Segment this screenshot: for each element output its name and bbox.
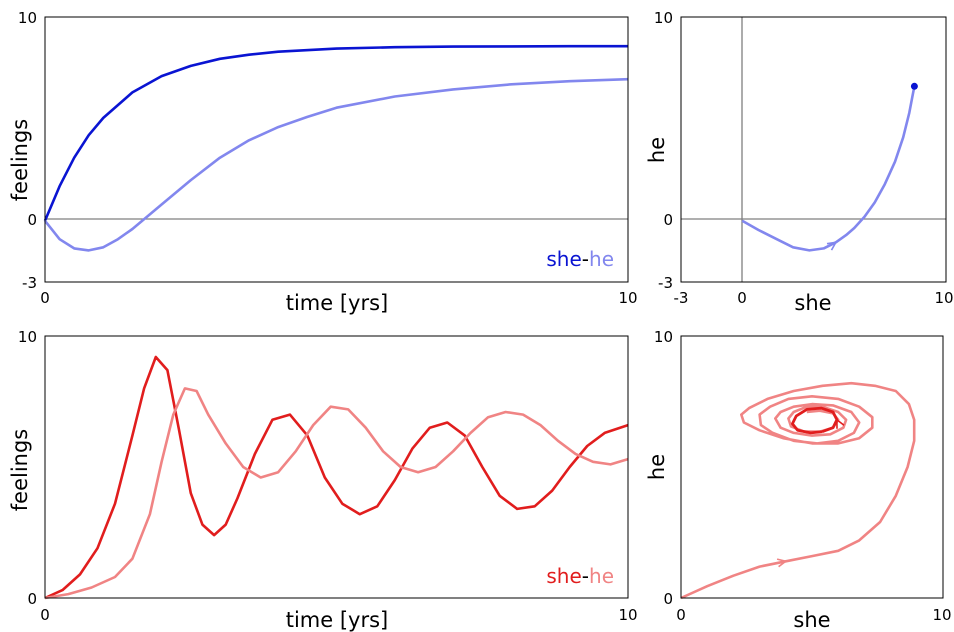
x-tick-label-neg3: -3 bbox=[674, 289, 689, 307]
limit-cycle-arrow bbox=[836, 418, 845, 429]
y-tick-label-0: 0 bbox=[663, 211, 673, 229]
panel-top-left: 10 0 -3 0 10 time [yrs] feelings she-he bbox=[8, 9, 638, 315]
y-axis-label: feelings bbox=[8, 119, 32, 201]
direction-arrow bbox=[826, 241, 838, 251]
y-axis-label: he bbox=[645, 137, 669, 163]
x-axis-label: time [yrs] bbox=[286, 608, 389, 632]
legend-she: she bbox=[546, 247, 581, 271]
legend-he: he bbox=[589, 564, 614, 588]
panel-top-right: 10 0 -3 -3 0 10 she he bbox=[645, 9, 954, 315]
limit-cycle-curve bbox=[791, 406, 839, 435]
y-tick-label-10: 10 bbox=[654, 9, 673, 27]
x-axis-label: she bbox=[794, 291, 831, 315]
x-tick-label-0: 0 bbox=[737, 289, 747, 307]
y-tick-label-10: 10 bbox=[18, 328, 37, 346]
panel-bottom-right: 10 0 0 10 she he bbox=[645, 328, 952, 632]
x-axis-label: time [yrs] bbox=[286, 291, 389, 315]
spiral-curve bbox=[680, 381, 916, 600]
she-curve bbox=[44, 355, 629, 600]
y-tick-label-0: 0 bbox=[663, 590, 673, 608]
end-point bbox=[910, 82, 918, 90]
y-axis-label: he bbox=[645, 454, 669, 480]
he-curve bbox=[44, 387, 629, 600]
y-axis-label: feelings bbox=[8, 429, 32, 511]
she-curve bbox=[43, 44, 628, 222]
y-tick-label-10: 10 bbox=[18, 9, 37, 27]
direction-arrow bbox=[776, 558, 788, 568]
x-tick-label-0: 0 bbox=[676, 606, 686, 624]
x-tick-label-10: 10 bbox=[934, 289, 953, 307]
legend: she-he bbox=[546, 247, 614, 271]
x-tick-label-10: 10 bbox=[618, 606, 637, 624]
x-tick-label-10: 10 bbox=[932, 606, 951, 624]
x-tick-label-10: 10 bbox=[618, 289, 637, 307]
trajectory-curve bbox=[741, 86, 916, 252]
y-tick-label-0: 0 bbox=[27, 211, 37, 229]
y-tick-label-neg3: -3 bbox=[22, 274, 37, 292]
legend-sep: - bbox=[582, 564, 589, 588]
panel-bottom-left: 10 0 0 10 time [yrs] feelings she-he bbox=[8, 328, 638, 632]
y-tick-label-10: 10 bbox=[654, 328, 673, 346]
y-tick-label-0: 0 bbox=[27, 590, 37, 608]
legend-sep: - bbox=[582, 247, 589, 271]
legend: she-he bbox=[546, 564, 614, 588]
x-tick-label-0: 0 bbox=[40, 289, 50, 307]
y-tick-label-neg3: -3 bbox=[658, 274, 673, 292]
legend-he: he bbox=[589, 247, 614, 271]
plot-frame bbox=[44, 335, 629, 599]
he-curve bbox=[43, 77, 629, 252]
plot-frame bbox=[44, 16, 629, 283]
plot-frame bbox=[680, 335, 944, 599]
x-axis-label: she bbox=[793, 608, 830, 632]
x-tick-label-0: 0 bbox=[40, 606, 50, 624]
plot-frame bbox=[680, 16, 947, 283]
legend-she: she bbox=[546, 564, 581, 588]
